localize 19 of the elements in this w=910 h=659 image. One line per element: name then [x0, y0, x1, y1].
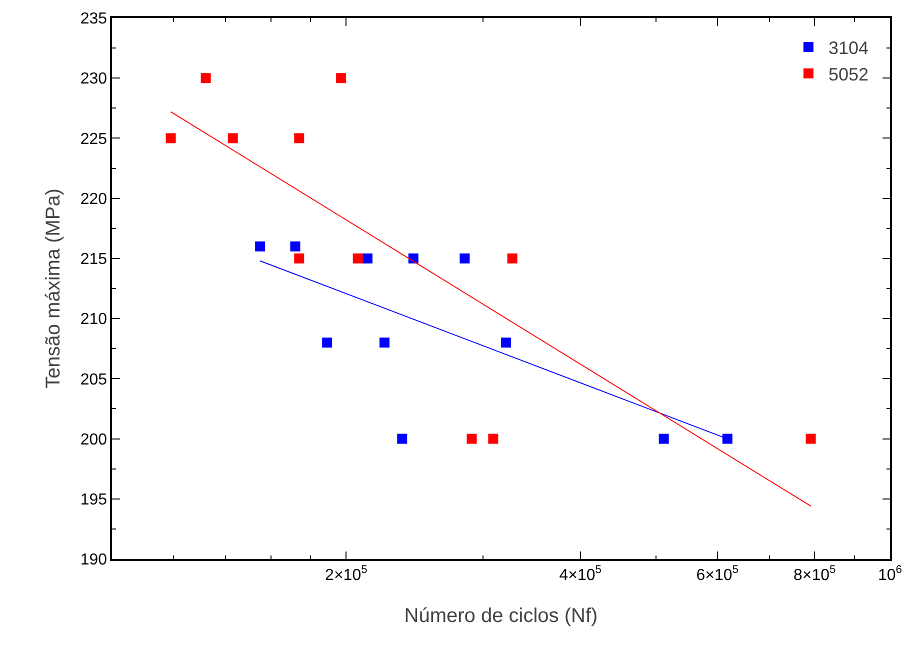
x-tick-label: 6×10$^{5}$ [696, 564, 739, 584]
y-tick-label: 200 [80, 431, 108, 448]
x-tick-label: 2×10$^{5}$ [325, 564, 368, 584]
x-tick-label: 8×10$^{5}$ [793, 564, 836, 584]
x-tick-label: 4×10$^{5}$ [559, 564, 602, 584]
y-tick-label: 225 [80, 130, 108, 148]
y-tick-label: 195 [80, 491, 108, 508]
y-tick-label: 235 [80, 10, 108, 28]
legend-label: 3104 [828, 38, 868, 58]
y-axis-title: Tensão máxima (MPa) [42, 188, 64, 389]
x-axis-title: Número de ciclos (Nf) [404, 604, 598, 627]
y-tick-label: 215 [80, 251, 108, 268]
y-tick-label: 230 [80, 70, 108, 88]
y-tick-label: 205 [80, 371, 108, 388]
x-tick-label: 10$^{6}$ [878, 564, 902, 584]
y-tick-label: 190 [80, 552, 108, 569]
y-tick-label: 220 [80, 190, 108, 208]
y-tick-label: 210 [80, 311, 108, 328]
legend-label: 5052 [828, 64, 868, 84]
